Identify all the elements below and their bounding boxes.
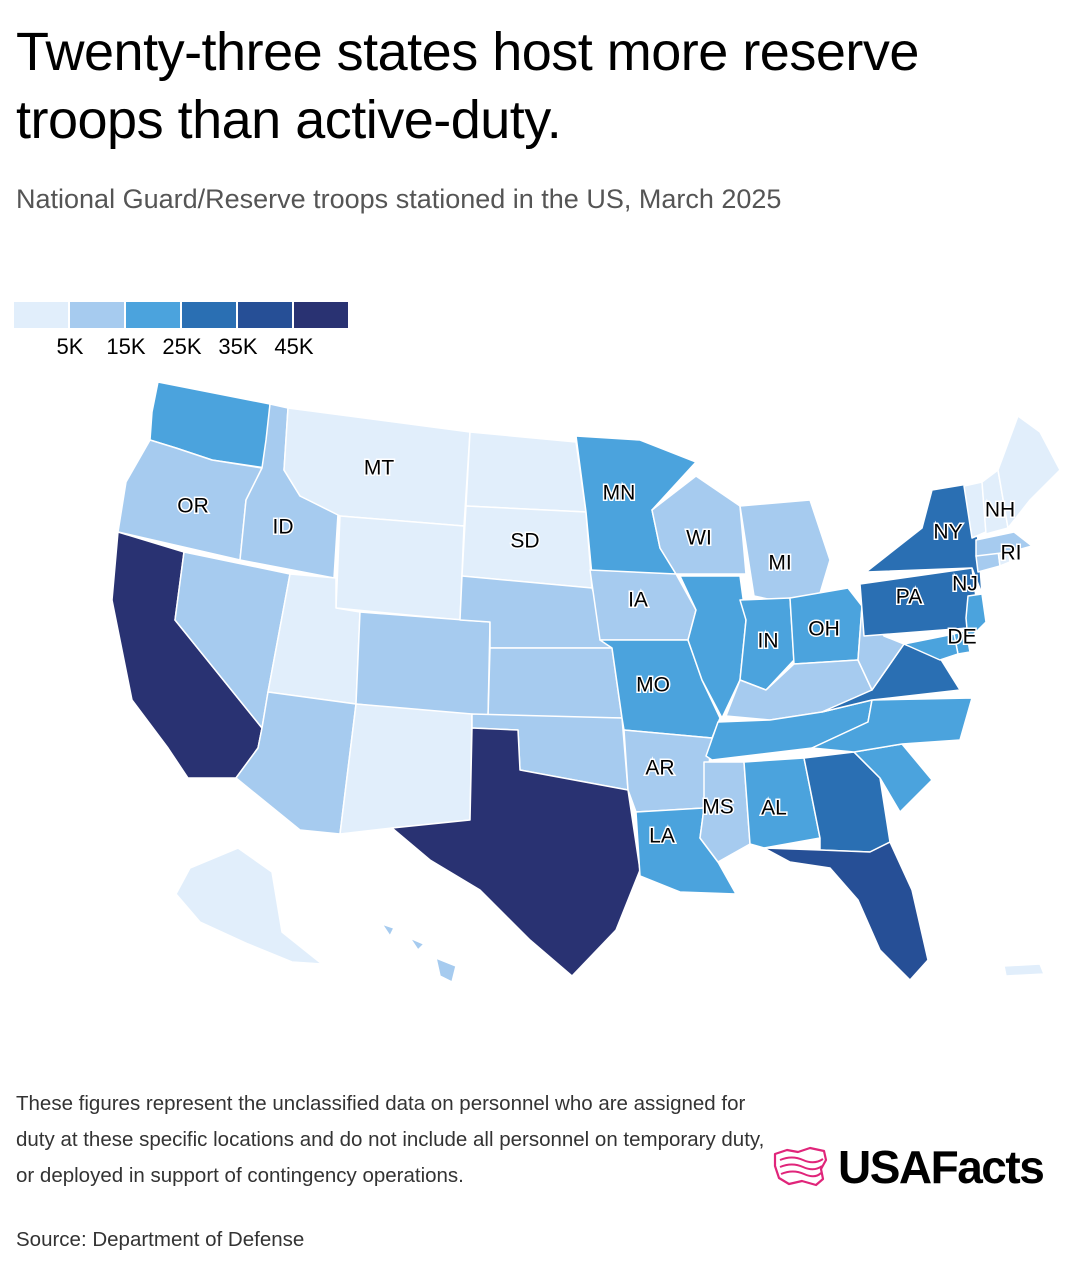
state-label-nj: NJ <box>952 573 978 596</box>
state-label-or: OR <box>177 495 209 518</box>
state-label-nh: NH <box>985 499 1015 522</box>
state-hi <box>381 923 457 983</box>
state-label-mi: MI <box>768 552 791 575</box>
state-nm <box>339 703 473 835</box>
state-pr <box>1003 963 1045 977</box>
footnote: These figures represent the unclassified… <box>16 1092 765 1187</box>
legend-label-15k: 15K <box>106 334 146 359</box>
state-nc <box>811 697 973 753</box>
state-label-pa: PA <box>896 586 922 609</box>
state-ks <box>487 647 623 719</box>
legend-label-35k: 35K <box>218 334 258 359</box>
state-label-oh: OH <box>808 618 840 641</box>
legend-label-45k: 45K <box>274 334 314 359</box>
state-label-la: LA <box>649 825 675 848</box>
state-label-id: ID <box>273 516 294 539</box>
state-il <box>679 575 747 719</box>
state-label-ny: NY <box>933 521 962 544</box>
state-nj <box>965 593 987 641</box>
legend-swatch-4 <box>238 302 292 328</box>
state-label-mt: MT <box>364 457 394 480</box>
state-me <box>997 415 1061 529</box>
state-al <box>743 757 821 849</box>
labels-layer: OR ID MT SD MN IA MO AR LA WI MI IN OH MS AL PA NY NJ DE RI… <box>176 455 1023 849</box>
legend-label-25k: 25K <box>162 334 202 359</box>
legend-label-5k: 5K <box>56 334 84 359</box>
state-label-al: AL <box>761 797 787 820</box>
state-label-ri: RI <box>1001 542 1022 565</box>
state-ak <box>175 847 323 965</box>
us-choropleth-map: OR ID MT SD MN IA MO AR LA WI MI IN OH MS AL PA NY NJ DE RI… <box>111 381 1061 983</box>
legend-swatches <box>14 302 354 328</box>
state-label-wi: WI <box>686 527 712 550</box>
legend-swatch-0 <box>14 302 68 328</box>
state-fl <box>763 841 929 981</box>
state-label-mn: MN <box>603 482 636 505</box>
state-label-ia: IA <box>628 589 648 612</box>
state-tx <box>391 727 641 977</box>
legend-labels: 5K 15K 25K 35K 45K <box>14 334 354 364</box>
legend-swatch-3 <box>182 302 236 328</box>
legend-swatch-1 <box>70 302 124 328</box>
page-title: Twenty-three states host more reserve tr… <box>16 22 919 150</box>
brand-name: USAFacts <box>838 1141 1045 1193</box>
source-note: Source: Department of Defense <box>16 1228 305 1251</box>
page-subtitle: National Guard/Reserve troops stationed … <box>16 184 782 214</box>
state-md <box>903 633 959 661</box>
state-wi <box>651 475 747 575</box>
state-label-ms: MS <box>702 796 734 819</box>
state-label-ar: AR <box>645 757 674 780</box>
legend-swatch-5 <box>294 302 348 328</box>
state-wy <box>335 515 465 621</box>
state-nd <box>465 431 587 513</box>
state-ma <box>975 531 1033 557</box>
state-label-in: IN <box>758 630 779 653</box>
brand-logo: USAFacts <box>772 1140 1045 1194</box>
state-label-mo: MO <box>636 674 670 697</box>
state-label-sd: SD <box>510 530 539 553</box>
legend-swatch-2 <box>126 302 180 328</box>
states-layer <box>111 381 1061 983</box>
usa-map-flag-icon <box>773 1146 828 1187</box>
state-co <box>355 611 491 719</box>
state-label-de: DE <box>947 626 976 649</box>
color-legend: 5K 15K 25K 35K 45K <box>14 302 354 364</box>
